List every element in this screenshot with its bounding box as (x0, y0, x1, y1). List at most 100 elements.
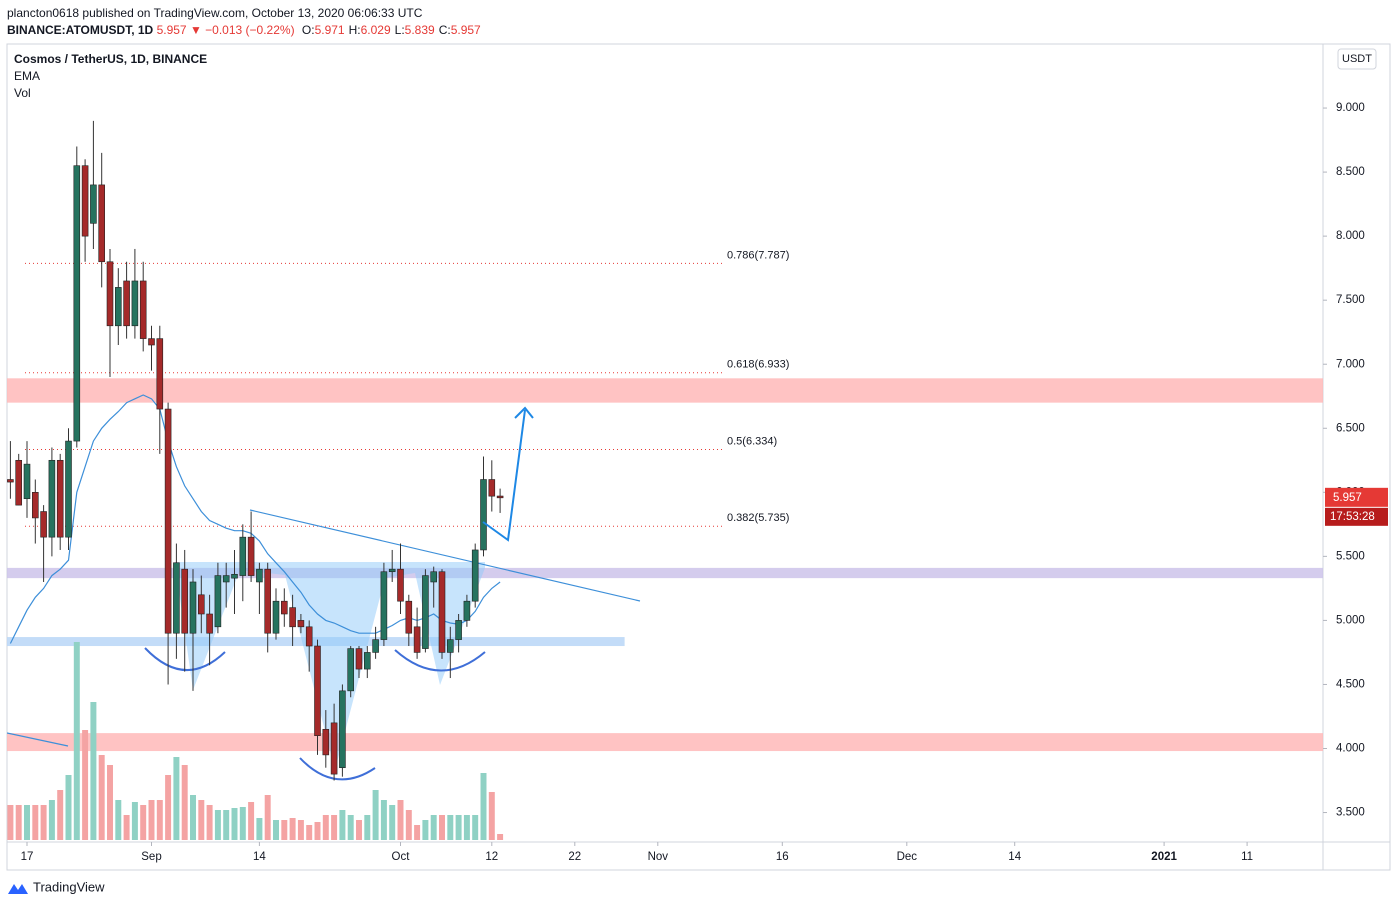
ohlc-value: 5.839 (404, 23, 435, 37)
candle-body (73, 165, 81, 442)
candle-body (388, 568, 396, 573)
volume-bar (223, 810, 230, 840)
candle-body (40, 511, 47, 538)
y-tick-label: 9.000 (1336, 102, 1365, 114)
candle-body (297, 620, 305, 628)
volume-bar (439, 815, 445, 840)
x-tick-label: Dec (897, 851, 918, 863)
volume-bar (107, 765, 113, 840)
candle-body (281, 600, 288, 615)
indicator-label: Vol (14, 86, 31, 100)
y-tick-label: 3.500 (1336, 807, 1365, 819)
x-tick-label: 11 (1241, 851, 1253, 863)
candle-body (148, 338, 155, 346)
candle-body (380, 571, 388, 640)
volume-bar (488, 792, 495, 840)
candle-body (106, 261, 114, 327)
arrow-head (514, 406, 534, 419)
candle-body (438, 571, 446, 653)
publisher: plancton0618 published on TradingView.co… (7, 6, 423, 20)
candle-body (198, 594, 205, 615)
frame (6, 43, 1391, 871)
volume-bar (73, 642, 80, 840)
x-tick-label: 12 (485, 851, 498, 863)
candle-body (7, 479, 14, 483)
arrow-line (482, 409, 526, 542)
arrow (482, 406, 534, 542)
ohlc-key: H: (348, 23, 361, 37)
symbol-line: BINANCE:ATOMUSDT, 1D 5.957 ▼ −0.013 (−0.… (7, 23, 481, 37)
drawings (7, 509, 641, 781)
pattern-fill (175, 562, 485, 770)
symbol: BINANCE:ATOMUSDT, 1D (7, 23, 154, 37)
chart-title: Cosmos / TetherUS, 1D, BINANCE (14, 52, 207, 66)
candle-body (173, 562, 180, 634)
volume-bar (430, 815, 437, 840)
candle-body (48, 459, 56, 538)
candle-body (422, 575, 429, 649)
candle-body (231, 573, 238, 579)
volume-bar (165, 775, 172, 840)
ohlc: O:5.971 H:6.029 L:5.839 C:5.957 (298, 23, 481, 37)
candle-body (272, 600, 280, 634)
candle-body (189, 581, 197, 634)
volume-bar (273, 820, 279, 840)
candle-body (81, 165, 89, 237)
volume-bar (256, 818, 263, 840)
volume-bar (140, 805, 147, 840)
volume-bar (57, 790, 64, 840)
candle-body (471, 549, 479, 602)
volume-bar (90, 702, 97, 840)
candle-body (256, 568, 263, 583)
volume-bar (24, 805, 30, 840)
volume-bar (82, 730, 89, 840)
fib-label: 0.786(7.787) (727, 249, 789, 261)
candle-body (264, 568, 271, 634)
ema-line (9, 394, 501, 644)
x-tick-label: 17 (21, 851, 34, 863)
volume-bar (281, 820, 288, 840)
volume-bar (214, 810, 221, 840)
volume-bar (414, 825, 421, 840)
volume-bar (347, 815, 354, 840)
x-tick-label: Nov (648, 851, 669, 863)
volume-bar (264, 795, 271, 840)
volume-bar (497, 834, 504, 840)
volume-bar (173, 757, 180, 840)
x-tick-label: Sep (141, 851, 161, 863)
x-tick-label: 16 (776, 851, 789, 863)
x-tick-label: 22 (568, 851, 581, 863)
volume-bar (98, 755, 105, 840)
fib-label: 0.382(5.735) (727, 512, 789, 524)
candle-body (496, 495, 504, 499)
candle-body (355, 648, 363, 670)
y-tick-label: 7.500 (1336, 294, 1365, 306)
volume-bar (397, 800, 404, 840)
last-price-box (1325, 487, 1388, 507)
candle-body (480, 479, 487, 551)
y-tick-label: 6.500 (1336, 422, 1365, 434)
candle-body (131, 280, 139, 327)
y-tick-label: 4.000 (1336, 743, 1365, 755)
candle-body (239, 536, 247, 576)
candle-body (305, 626, 313, 647)
y-tick-label: 7.000 (1336, 358, 1365, 370)
trend-line (7, 732, 69, 747)
volume-bar (372, 790, 379, 840)
candle-body (372, 639, 379, 653)
logo-icon (8, 884, 28, 894)
candle-body (322, 728, 330, 756)
currency-box[interactable] (1337, 48, 1377, 70)
y-tick-label: 5.000 (1336, 614, 1365, 626)
volume-bar (48, 800, 55, 840)
volume-bar (115, 800, 122, 840)
y-tick-label: 4.500 (1336, 678, 1365, 690)
volume-bar (389, 805, 396, 840)
currency[interactable]: USDT (1342, 53, 1372, 65)
candle-body (139, 280, 147, 339)
volume-bar (206, 805, 213, 840)
candle-body (156, 338, 164, 410)
volume-bar (148, 800, 155, 840)
candle-body (463, 600, 471, 621)
